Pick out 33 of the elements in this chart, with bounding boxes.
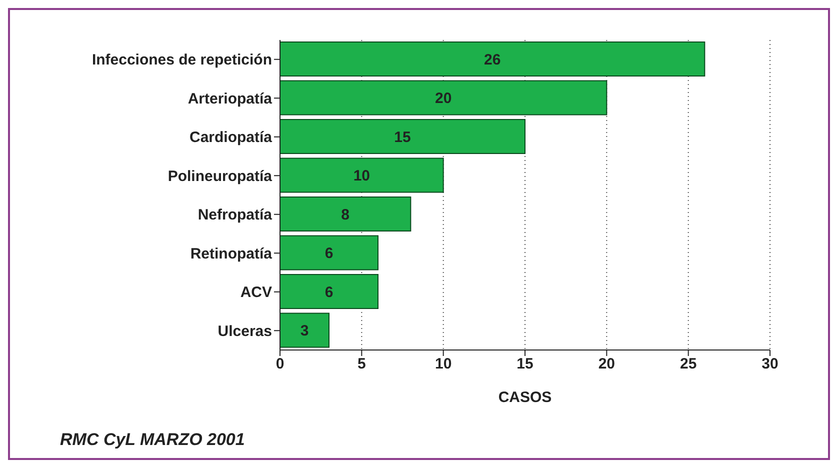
bar [280, 196, 412, 232]
text: RMC CyL MARZO 2001 [60, 430, 245, 450]
bar [280, 158, 444, 193]
bar [280, 235, 378, 270]
x-tick-label: 15 [516, 356, 534, 373]
y-tick-label: ACV [240, 284, 272, 302]
bar [280, 119, 526, 154]
data-label: 15 [394, 128, 411, 146]
x-tick-label: 20 [598, 356, 616, 373]
data-label: 10 [353, 168, 370, 185]
data-label: 6 [324, 245, 334, 262]
x-tick-label: 10 [434, 356, 452, 373]
y-tick-label: Polineuropatía [168, 168, 273, 185]
bar [280, 42, 706, 76]
data-label: 8 [341, 206, 350, 224]
x-tick-label: 30 [762, 356, 778, 373]
y-tick-label: Nefropatía [198, 206, 273, 224]
x-tick-label: 0 [276, 356, 284, 373]
x-axis-title: CASOS [498, 389, 552, 406]
bar [280, 80, 608, 116]
y-tick-label: Ulceras [218, 322, 272, 340]
bar [280, 312, 330, 348]
data-label: 20 [434, 90, 452, 108]
data-label: 6 [324, 284, 334, 301]
data-label: 3 [300, 322, 309, 340]
y-tick-label: Cardiopatía [189, 129, 273, 146]
bar [280, 274, 378, 309]
data-label: 26 [484, 51, 501, 68]
x-tick-label: 5 [357, 356, 366, 373]
x-tick-label: 25 [680, 356, 697, 373]
y-tick-label: Retinopatía [190, 245, 273, 262]
y-tick-label: Arteriopatía [188, 90, 273, 108]
y-tick-label: Infecciones de repetición [92, 52, 272, 69]
